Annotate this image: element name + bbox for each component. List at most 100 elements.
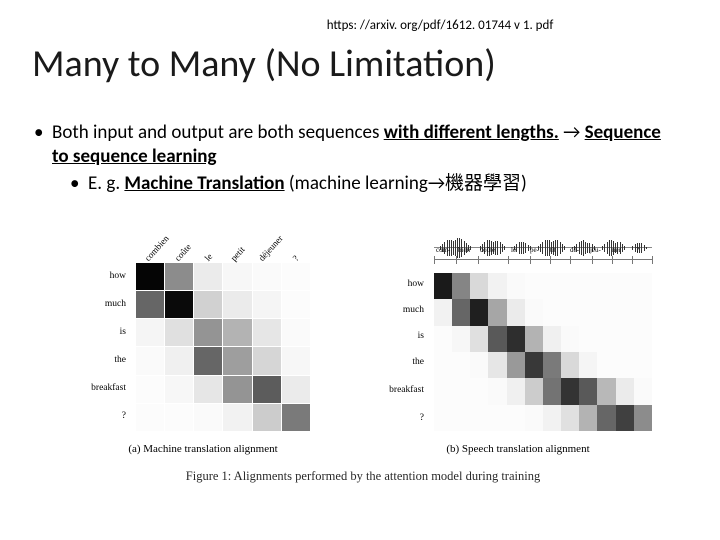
segment-label: bien (458, 246, 470, 254)
heatmap-cell (223, 347, 251, 374)
heatmap-cell (634, 299, 652, 325)
heatmap-cell (579, 378, 597, 404)
heatmap-cell (470, 378, 488, 404)
heatmap-cell (543, 405, 561, 431)
heatmap-cell (194, 404, 222, 431)
heatmap-cell (223, 376, 251, 403)
bullet-1-text-a: Both input and output are both sequences (52, 121, 384, 144)
heatmap-cell (434, 405, 452, 431)
heatmap-cell (434, 352, 452, 378)
heatmap-cell (634, 378, 652, 404)
heatmap-cell (194, 347, 222, 374)
segment-tick (592, 256, 593, 264)
row-label: breakfast (91, 383, 126, 393)
heatmap-cell (507, 405, 525, 431)
heatmap-cell (561, 273, 579, 299)
col-label: combien (143, 233, 171, 263)
bullet-dot: • (34, 121, 52, 169)
heatmap-cell (543, 326, 561, 352)
bullet-dot: • (70, 172, 88, 196)
col-label: déjeuner (257, 233, 285, 263)
heatmap-cell (597, 326, 615, 352)
heatmap-cell (253, 347, 281, 374)
heatmap-cell (223, 404, 251, 431)
heatmap-cell (525, 378, 543, 404)
segment-label: dé- (570, 246, 579, 254)
heatmap-cell (488, 299, 506, 325)
heatmap-cell (488, 273, 506, 299)
heatmap-cell (579, 273, 597, 299)
row-label: ? (420, 413, 424, 423)
heatmap-cell (488, 378, 506, 404)
heatmap-cell (282, 263, 310, 290)
heatmap-cell (616, 273, 634, 299)
segment-tick (530, 256, 531, 264)
heatmap-cell (616, 299, 634, 325)
attention-matrix-a: combiencoûtelepetitdéjeuner? howmuchisth… (58, 233, 348, 433)
heatmap-cell (452, 326, 470, 352)
heatmap-cell (634, 273, 652, 299)
segment-label: le (511, 246, 516, 254)
caption-b: (b) Speech translation alignment (378, 443, 658, 455)
heatmap-cell (223, 263, 251, 290)
heatmap-cell (616, 405, 634, 431)
heatmap-cell (507, 352, 525, 378)
heatmap-cell (616, 378, 634, 404)
heatmap-cell (223, 291, 251, 318)
heatmap-cell (194, 376, 222, 403)
heatmap-cell (634, 405, 652, 431)
heatmap-cell (253, 319, 281, 346)
col-label: coûte (173, 242, 193, 263)
segment-label: ? (636, 246, 639, 254)
heatmap-cell (579, 352, 597, 378)
heatmap-cell (579, 299, 597, 325)
heatmap-cell (525, 326, 543, 352)
row-label: ? (122, 411, 126, 421)
heatmap-cell (507, 273, 525, 299)
heatmap-cell (543, 299, 561, 325)
heatmap-cell (561, 326, 579, 352)
segment-tick (508, 256, 509, 264)
heatmap-cell (561, 299, 579, 325)
heatmap-cell (470, 352, 488, 378)
row-label: the (412, 357, 424, 367)
heatmap-cell (597, 299, 615, 325)
col-label: petit (229, 244, 247, 263)
col-label: le (203, 251, 215, 263)
heatmap-cell (525, 273, 543, 299)
panel-a: combiencoûtelepetitdéjeuner? howmuchisth… (58, 233, 348, 455)
heatmap-cell (194, 291, 222, 318)
heatmap-cell (507, 299, 525, 325)
heatmap-cell (579, 405, 597, 431)
segment-label: com- (436, 246, 450, 254)
heatmap-cell (165, 347, 193, 374)
figure-wrapper: combiencoûtelepetitdéjeuner? howmuchisth… (58, 233, 668, 484)
row-label: how (408, 279, 424, 289)
heatmap-cell (597, 273, 615, 299)
heatmap-cell (561, 352, 579, 378)
row-label: much (403, 305, 424, 315)
caption-a: (a) Machine translation alignment (58, 443, 348, 455)
row-label: is (120, 327, 126, 337)
heatmap-cell (434, 378, 452, 404)
bullet-2-text-b: Machine Translation (124, 172, 284, 195)
segment-tick (632, 256, 633, 264)
slide-title: Many to Many (No Limitation) (0, 33, 720, 87)
heatmap-cell (253, 404, 281, 431)
heatmap-cell (597, 352, 615, 378)
heatmap-cell (488, 326, 506, 352)
heatmap-cell (507, 326, 525, 352)
segment-label: pe- (530, 246, 539, 254)
heatmap-cell (634, 352, 652, 378)
heatmap-cell (634, 326, 652, 352)
heatmap-cell (136, 376, 164, 403)
segment-tick (550, 256, 551, 264)
segment-label: jeu- (590, 246, 601, 254)
heatmap-cell (434, 326, 452, 352)
segment-label: tit (550, 246, 556, 254)
heatmap-cell (452, 378, 470, 404)
heatmap-cell (282, 404, 310, 431)
heatmap-cell (470, 273, 488, 299)
attention-matrix-b: com-biencoûtele pe- titdé-jeu-ner? howmu… (378, 233, 658, 433)
heatmap-cell (165, 404, 193, 431)
